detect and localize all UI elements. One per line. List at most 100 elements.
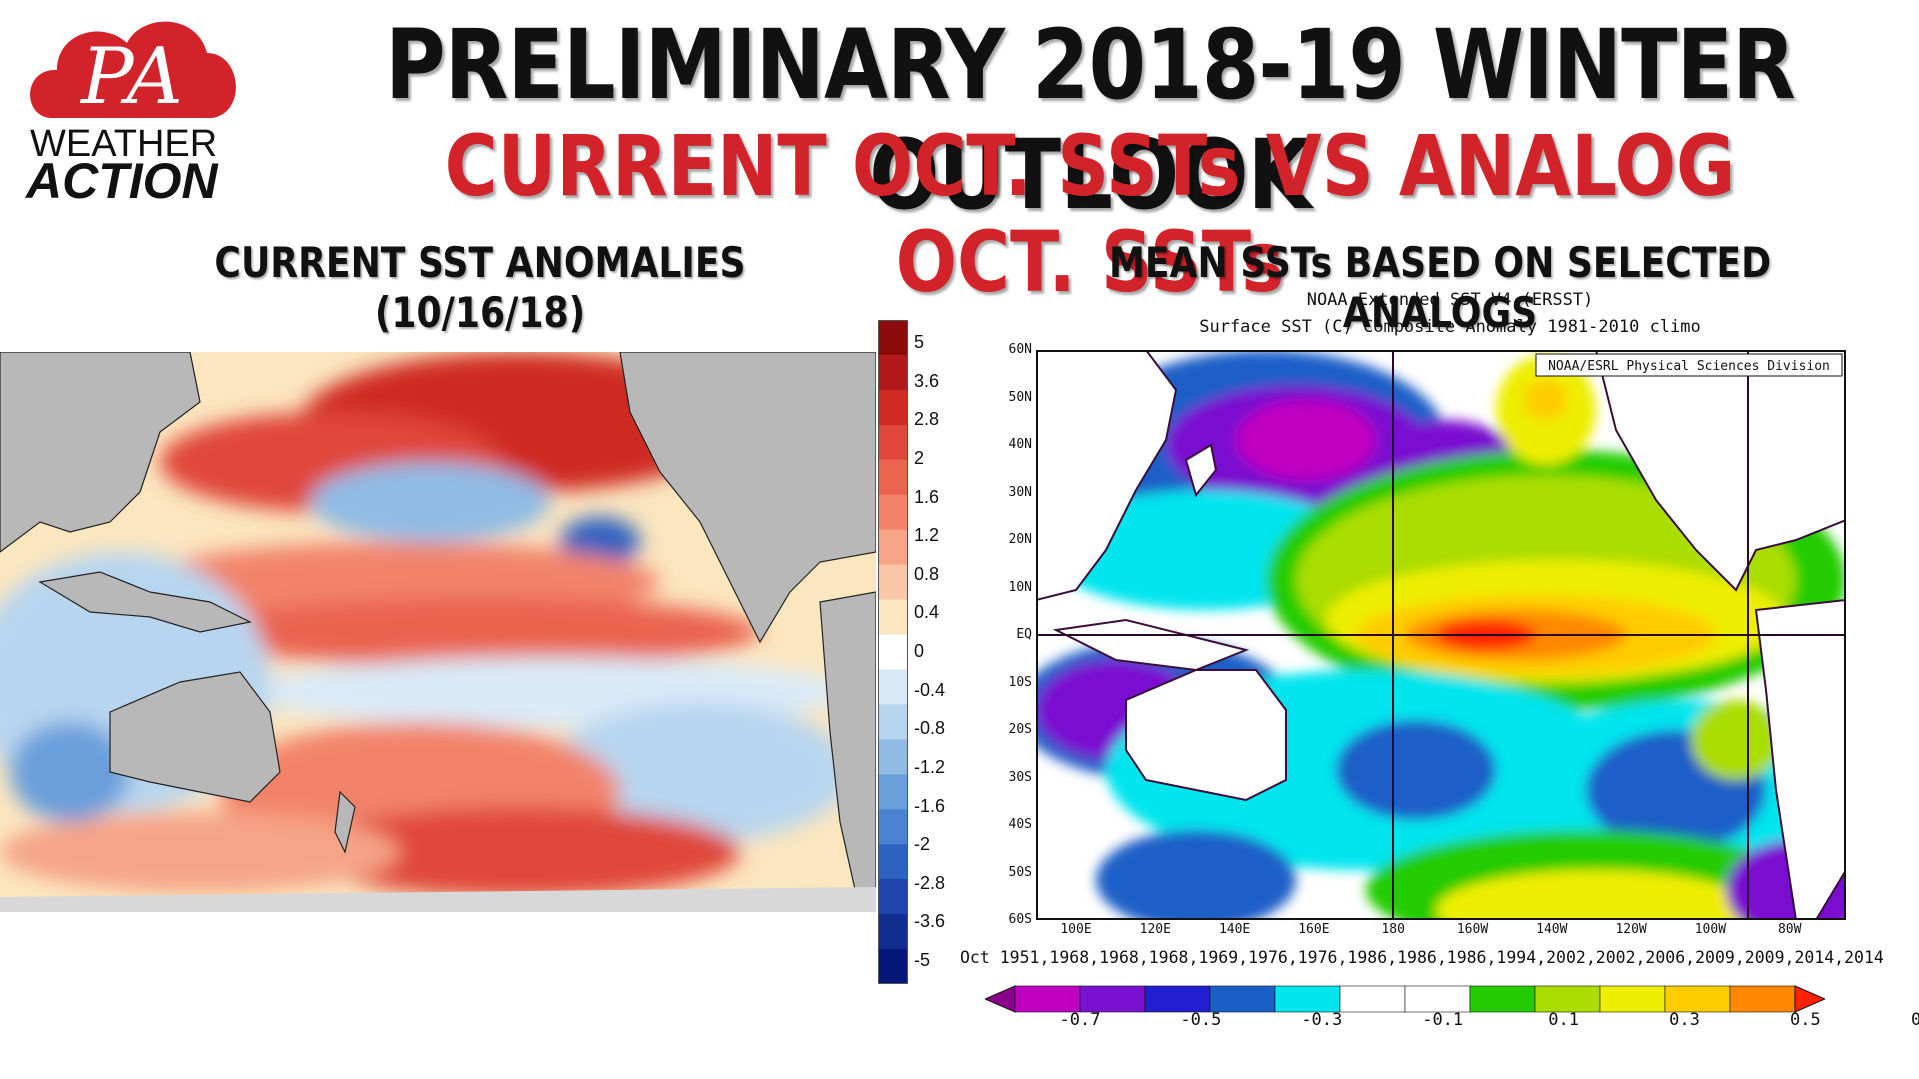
pa-weather-action-logo: PA WEATHER ACTION [24,21,236,203]
longitude-label: 140W [1536,922,1568,937]
colorbar-tick-label: -0.4 [914,679,946,700]
latitude-label: 10N [1008,579,1032,595]
colorbar-tick-label: -1.2 [914,756,946,777]
right-colorbar-labels: -0.7 -0.5 -0.3 -0.1 0.1 0.3 0.5 0.7 [985,1010,1919,1032]
colorbar-swatch [878,844,908,880]
longitude-label: 80W [1777,922,1802,937]
colorbar-tick-label: -3.6 [914,911,946,932]
latitude-label: 30S [1008,769,1032,785]
logo-weather-text: WEATHER [30,123,217,165]
colorbar-tick-label: -0.8 [914,718,946,739]
colorbar-swatch [1469,985,1536,1013]
logo-pa-text: PA [79,32,183,122]
north-america-land [1594,350,1846,592]
colorbar-tick-label: -1.6 [914,795,946,816]
page-subtitle: CURRENT OCT. SSTs VS ANALOG OCT. SSTs [444,117,1736,311]
latitude-label: 30N [1008,484,1032,500]
colorbar-swatch [878,949,908,984]
colorbar-tick-label: 0 [914,641,925,661]
japan-land [1184,443,1218,498]
indonesia-land [38,571,252,633]
colorbar-tick-label: 2 [914,447,925,468]
colorbar-swatch [878,879,908,915]
noaa-dataset-subtitle: Surface SST (C) Composite Anomaly 1981-2… [1199,317,1701,337]
colorbar-tick-label: -0.3 [1301,1010,1343,1030]
cloud-icon [30,21,236,118]
longitude-label: 140E [1218,922,1251,937]
colorbar-tick-label: 0.4 [914,602,940,623]
latitude-label: EQ [1016,627,1032,642]
colorbar-tick-label: 1.2 [914,525,940,546]
longitude-labels: 100E 120E 140E 160E 180 160W 140W 120W 100W 80W [1036,922,1846,942]
right-panel-title: MEAN SSTs BASED ON SELECTED ANALOGS [1108,238,1772,337]
colorbar-swatch [1729,985,1796,1013]
antarctica-land [0,887,876,912]
colorbar-swatch [1274,985,1341,1013]
colorbar-tick-label: 1.6 [914,486,940,507]
longitude-label: 160E [1298,922,1330,937]
longitude-label: 120E [1139,922,1171,937]
colorbar-tick-label: 0.7 [1910,1010,1919,1030]
colorbar-swatch [878,389,908,426]
colorbar-swatch [1339,985,1406,1013]
map-credit: NOAA/ESRL Physical Sciences Division [1548,359,1830,374]
colorbar-swatch [1534,985,1601,1013]
colorbar-swatch [878,564,908,601]
latitude-label: 60N [1008,342,1032,357]
colorbar-swatch [1404,985,1471,1013]
colorbar-swatch [1664,985,1731,1013]
colorbar-swatch [1079,985,1146,1013]
colorbar-tick-label: -2.8 [914,872,946,893]
colorbar-swatch [878,494,908,531]
colorbar-swatch [878,774,908,810]
latitude-label: 20N [1008,532,1032,547]
colorbar-tick-label: -5 [914,950,931,970]
colorbar-swatch [878,739,908,775]
australia-land [1125,669,1287,802]
asia-land [1036,350,1178,602]
longitude-label: 120W [1615,922,1647,937]
colorbar-swatch [878,320,908,356]
colorbar-swatch [878,634,908,670]
colorbar-tick-label: -0.1 [1422,1010,1464,1030]
colorbar-swatch [1144,985,1211,1013]
colorbar-swatch [878,354,908,391]
australia-land [109,671,281,803]
latitude-labels: 60N 50N 40N 30N 20N 10N EQ 10S 20S 30S 40S 50S 60S [990,342,1036,927]
latitude-label: 50N [1008,389,1032,405]
latitude-label: 20S [1008,722,1032,737]
page-title: PRELIMINARY 2018-19 WINTER OUTLOOK [385,9,1796,231]
maritime-continent-land [1052,618,1250,672]
colorbar-tick-label: 0.1 [1548,1010,1579,1030]
latitude-label: 10S [1008,674,1032,690]
analog-composite-sst-map: NOAA/ESRL Physical Sciences Division [1036,350,1846,920]
colorbar-tick-label: 3.6 [914,370,940,391]
south-america-land [1754,598,1846,920]
latitude-label: 50S [1008,864,1032,880]
colorbar-swatch [878,914,908,950]
logo-action-text: ACTION [24,153,219,203]
colorbar-swatch [878,529,908,566]
colorbar-tick-label: 0.3 [1669,1010,1700,1030]
colorbar-swatch [878,459,908,496]
colorbar-swatch [878,809,908,845]
latitude-label: 40N [1008,437,1032,452]
colorbar-swatch [878,424,908,461]
colorbar-tick-label: -2 [914,834,931,855]
south-america-land [819,591,876,912]
colorbar-swatch [878,704,908,740]
left-colorbar-labels: 5 3.6 2.8 2 1.6 1.2 0.8 0.4 0 -0.4 -0.8 -1.2 -1.6 -2 -… [914,320,994,984]
colorbar-swatch [1209,985,1276,1013]
colorbar-tick-label: -0.5 [1180,1010,1222,1030]
colorbar-tick-label: 5 [914,332,925,352]
colorbar-tick-label: 2.8 [914,409,940,430]
colorbar-border [878,320,908,984]
latitude-label: 60S [1008,912,1032,927]
latitude-label: 40S [1008,817,1032,832]
noaa-dataset-title: NOAA Extended SST V4 (ERSST) [1306,290,1594,310]
colorbar-swatch [1014,985,1081,1013]
north-america-land [619,352,876,644]
left-panel-title: CURRENT SST ANOMALIES (10/16/18) [214,238,746,337]
longitude-label: 100E [1060,922,1092,937]
colorbar-arrow-right [1794,985,1825,1013]
